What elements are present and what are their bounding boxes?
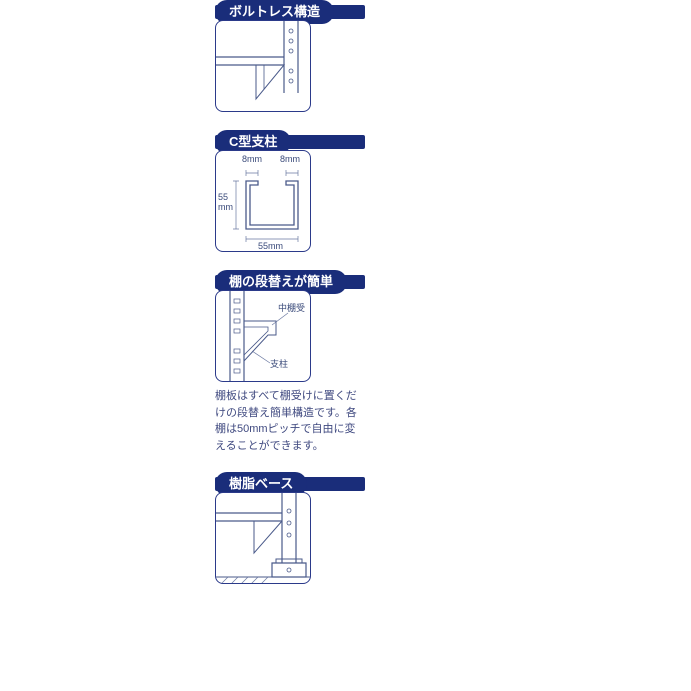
diagram-box [215,20,311,112]
diagram-box: 中棚受 支柱 [215,290,311,382]
feature-list: ボルトレス構造 [215,0,365,602]
boltless-diagram [216,21,311,112]
feature-boltless: ボルトレス構造 [215,0,365,112]
feature-resin-base: 樹脂ベース [215,472,365,584]
dim-left: 55 mm [218,193,233,213]
dim-top-right: 8mm [280,154,300,164]
dim-bottom: 55mm [258,241,283,251]
feature-title: 棚の段替えが簡単 [229,274,333,289]
base-diagram [216,493,311,584]
feature-title: ボルトレス構造 [229,4,320,19]
diagram-box [215,492,311,584]
feature-c-post: C型支柱 8mm [215,130,365,252]
diagram-box: 8mm 8mm 55 mm 55mm [215,150,311,252]
feature-title: C型支柱 [229,134,277,149]
dim-top-left: 8mm [242,154,262,164]
label-upper: 中棚受 [278,301,305,314]
feature-description: 棚板はすべて棚受けに置くだけの段替え簡単構造です。各棚は50mmピッチで自由に変… [215,388,365,454]
feature-title: 樹脂ベース [229,476,293,491]
feature-easy-adjust: 棚の段替えが簡単 中 [215,270,365,454]
label-lower: 支柱 [270,357,288,370]
